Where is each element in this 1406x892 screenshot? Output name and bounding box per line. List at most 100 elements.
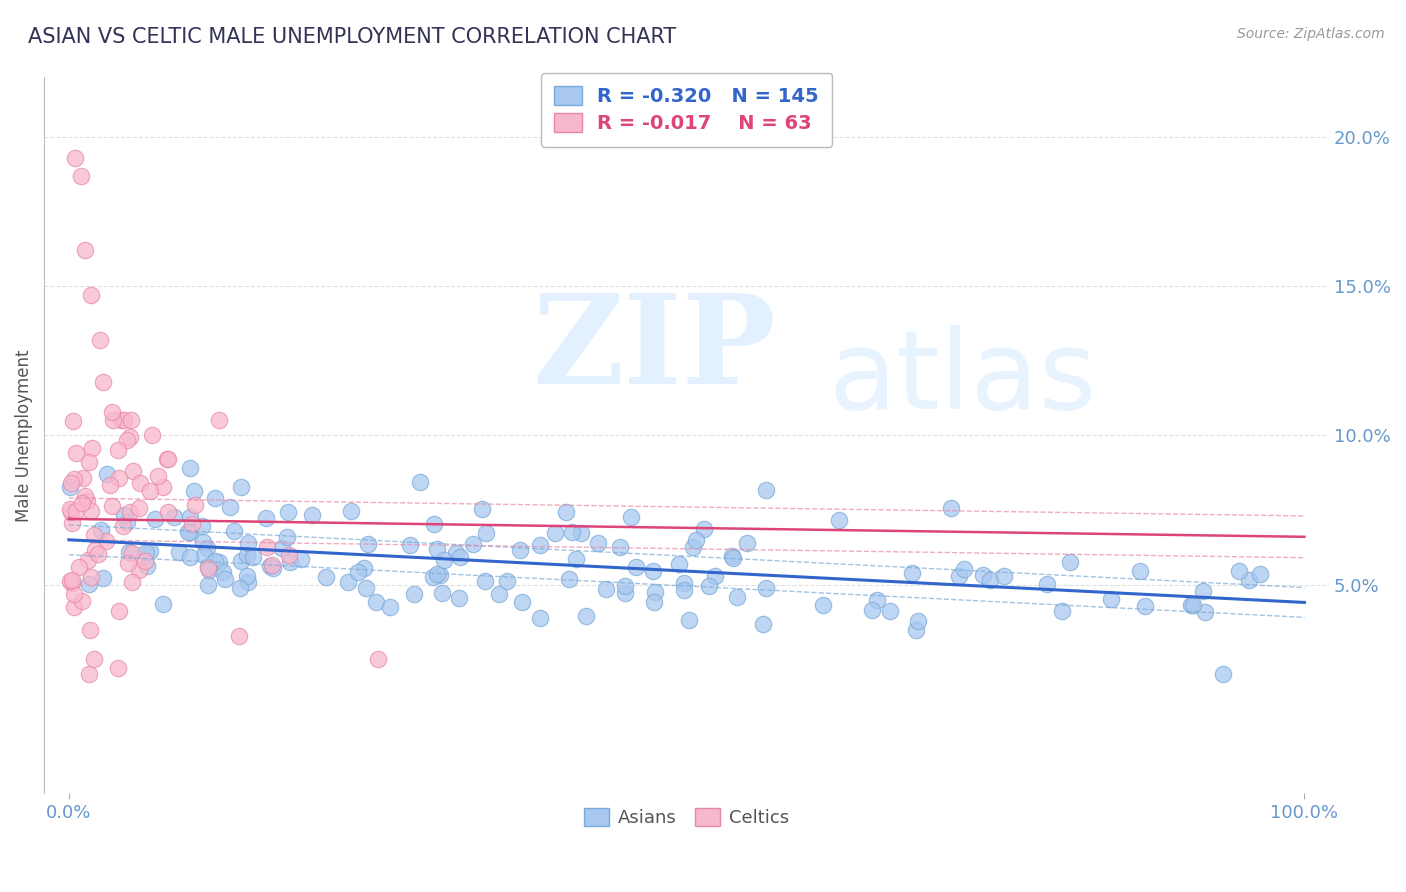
- Asians: [197, 558, 219, 573]
- Celtics: [98, 478, 121, 492]
- Asians: [993, 569, 1015, 583]
- Legend: Asians, Celtics: Asians, Celtics: [576, 801, 797, 834]
- Celtics: [60, 573, 83, 587]
- Celtics: [118, 430, 141, 444]
- Celtics: [73, 489, 96, 503]
- Celtics: [65, 446, 87, 460]
- Asians: [290, 552, 312, 566]
- Asians: [198, 563, 221, 577]
- Asians: [280, 556, 302, 570]
- Asians: [1249, 566, 1271, 581]
- Celtics: [77, 667, 100, 681]
- Asians: [1212, 667, 1234, 681]
- Celtics: [139, 483, 162, 498]
- Asians: [444, 546, 467, 560]
- Asians: [1229, 564, 1251, 578]
- Asians: [509, 543, 531, 558]
- Asians: [1180, 598, 1202, 612]
- Asians: [167, 545, 190, 559]
- Asians: [89, 523, 111, 537]
- Asians: [357, 537, 380, 551]
- Asians: [346, 565, 368, 579]
- Text: ASIAN VS CELTIC MALE UNEMPLOYMENT CORRELATION CHART: ASIAN VS CELTIC MALE UNEMPLOYMENT CORREL…: [28, 27, 676, 46]
- Asians: [682, 540, 704, 554]
- Asians: [277, 505, 299, 519]
- Asians: [179, 524, 201, 539]
- Celtics: [60, 575, 83, 590]
- Asians: [118, 545, 141, 559]
- Asians: [586, 536, 609, 550]
- Asians: [214, 572, 236, 586]
- Asians: [529, 611, 551, 625]
- Asians: [953, 562, 976, 576]
- Asians: [177, 525, 200, 540]
- Asians: [555, 505, 578, 519]
- Asians: [879, 604, 901, 618]
- Asians: [471, 501, 494, 516]
- Celtics: [121, 574, 143, 589]
- Asians: [191, 534, 214, 549]
- Asians: [595, 582, 617, 596]
- Celtics: [67, 559, 90, 574]
- Celtics: [65, 503, 87, 517]
- Asians: [673, 583, 696, 598]
- Celtics: [101, 413, 124, 427]
- Asians: [429, 568, 451, 582]
- Celtics: [70, 495, 93, 509]
- Celtics: [141, 428, 163, 442]
- Asians: [96, 467, 118, 482]
- Celtics: [228, 629, 250, 643]
- Asians: [271, 541, 294, 555]
- Asians: [229, 553, 252, 567]
- Asians: [1050, 604, 1073, 618]
- Asians: [813, 598, 835, 612]
- Asians: [135, 545, 157, 559]
- Asians: [1194, 605, 1216, 619]
- Celtics: [94, 534, 117, 549]
- Celtics: [100, 499, 122, 513]
- Celtics: [146, 468, 169, 483]
- Asians: [529, 538, 551, 552]
- Asians: [236, 548, 259, 562]
- Text: atlas: atlas: [828, 325, 1097, 432]
- Celtics: [62, 414, 84, 428]
- Celtics: [87, 547, 110, 561]
- Asians: [449, 549, 471, 564]
- Asians: [236, 574, 259, 589]
- Asians: [544, 526, 567, 541]
- Asians: [447, 591, 470, 605]
- Asians: [569, 526, 592, 541]
- Asians: [643, 565, 665, 579]
- Asians: [315, 570, 337, 584]
- Asians: [1182, 598, 1205, 612]
- Y-axis label: Male Unemployment: Male Unemployment: [15, 349, 32, 522]
- Asians: [59, 480, 82, 494]
- Celtics: [76, 493, 98, 508]
- Celtics: [117, 556, 139, 570]
- Asians: [644, 585, 666, 599]
- Asians: [242, 550, 264, 565]
- Asians: [721, 549, 744, 563]
- Asians: [735, 536, 758, 550]
- Celtics: [110, 413, 132, 427]
- Asians: [204, 554, 226, 568]
- Celtics: [63, 587, 86, 601]
- Asians: [193, 548, 215, 562]
- Asians: [235, 569, 257, 583]
- Asians: [117, 515, 139, 529]
- Asians: [693, 522, 716, 536]
- Asians: [703, 569, 725, 583]
- Asians: [191, 519, 214, 533]
- Asians: [474, 574, 496, 588]
- Celtics: [72, 471, 94, 485]
- Celtics: [80, 288, 103, 302]
- Asians: [558, 573, 581, 587]
- Asians: [183, 483, 205, 498]
- Asians: [426, 542, 449, 557]
- Asians: [613, 579, 636, 593]
- Celtics: [256, 541, 278, 555]
- Asians: [496, 574, 519, 588]
- Asians: [901, 566, 924, 580]
- Celtics: [108, 604, 131, 618]
- Celtics: [197, 561, 219, 575]
